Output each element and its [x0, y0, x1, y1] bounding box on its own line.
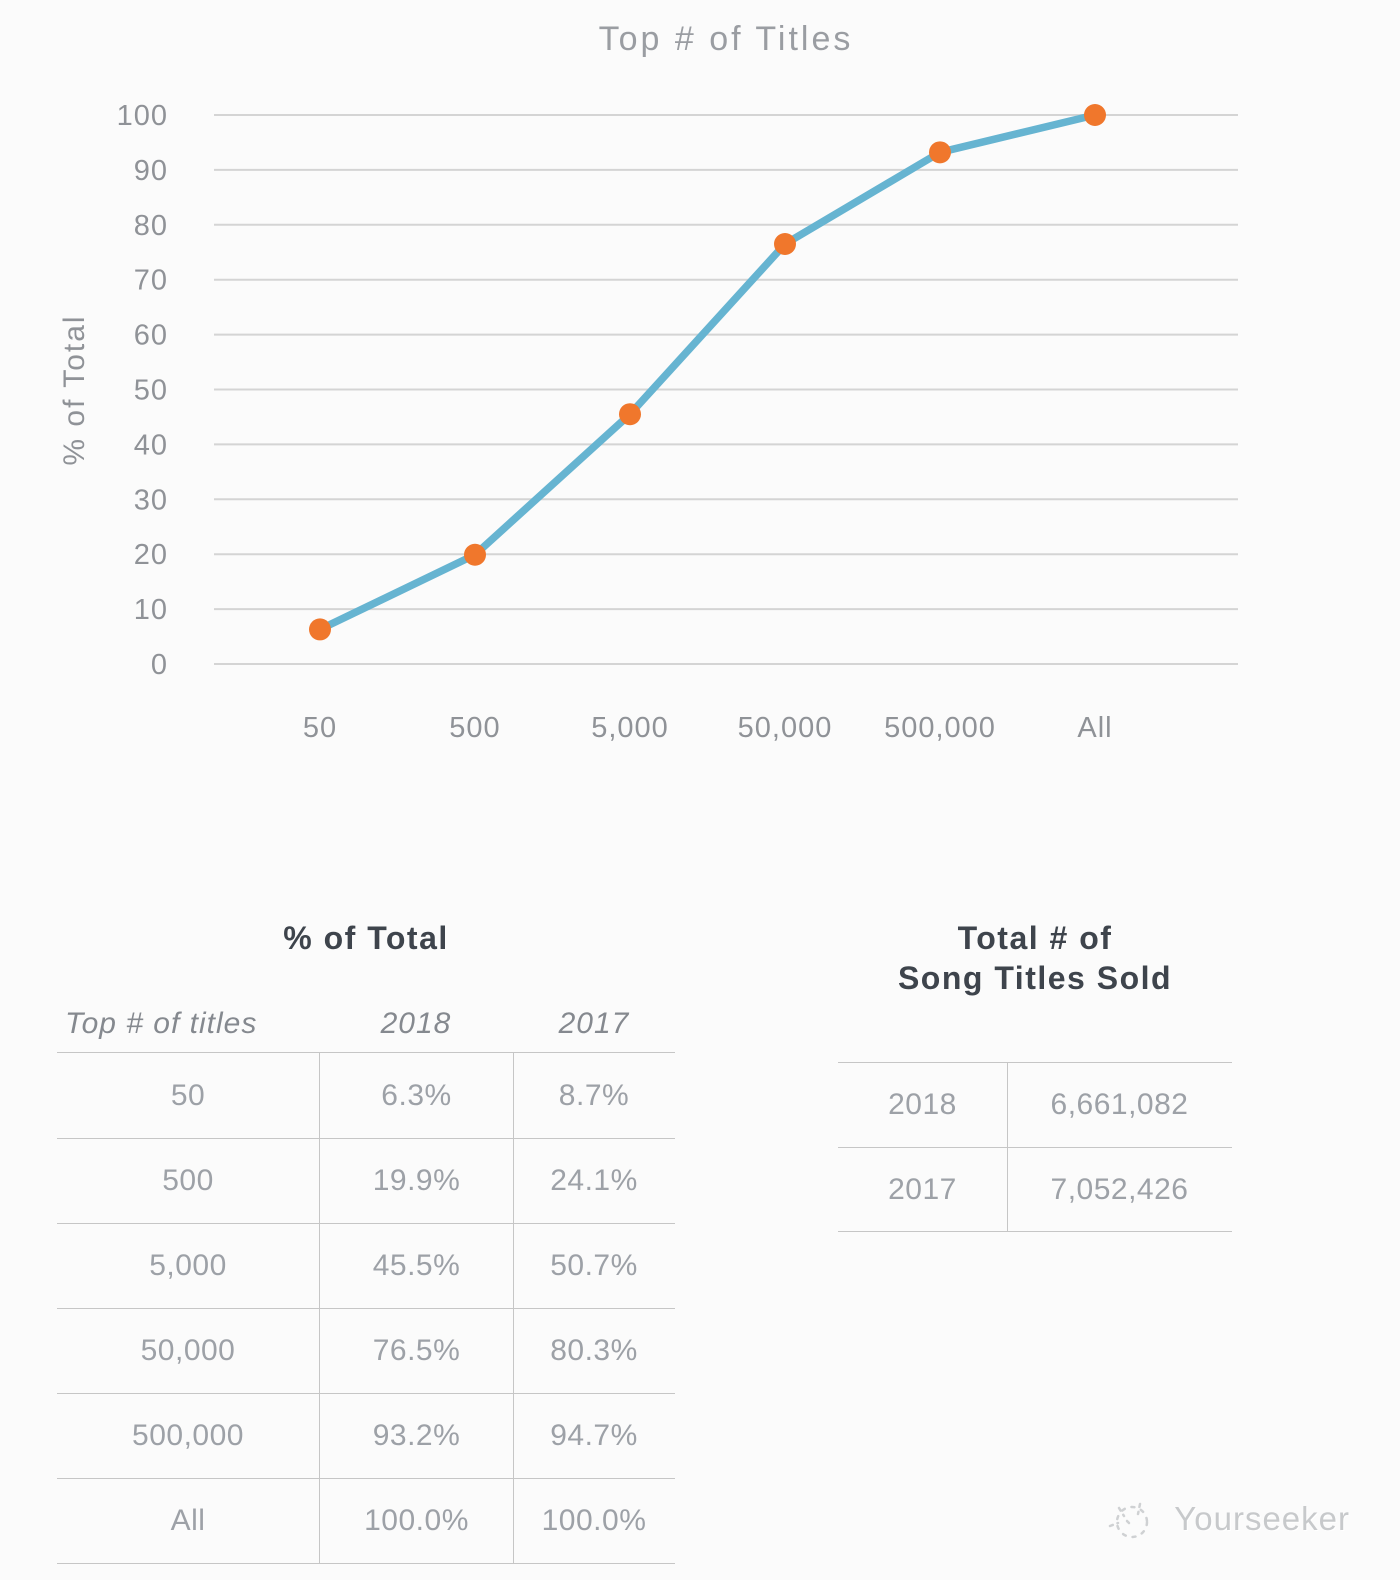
data-point [1084, 104, 1106, 126]
series-line-2018 [316, 111, 1099, 634]
percent-table-row: 5,000 45.5% 50.7% [57, 1223, 675, 1308]
percent-table-header: Top # of titles 2018 2017 [57, 996, 675, 1052]
column-header-top-titles: Top # of titles [65, 1007, 258, 1040]
table-cell: 100.0% [513, 1479, 674, 1563]
table-cell: 6,661,082 [1007, 1063, 1231, 1147]
cat-sketch-icon [1109, 1502, 1149, 1539]
table-cell: 50,000 [140, 1334, 236, 1367]
y-tick-label: 100 [117, 100, 168, 132]
percent-table-row: 500 19.9% 24.1% [57, 1138, 675, 1223]
table-cell: 5,000 [149, 1249, 227, 1282]
table-cell: 2018 [888, 1088, 957, 1121]
totals-table-row: 2018 6,661,082 [838, 1063, 1232, 1147]
column-header-2017: 2017 [558, 1007, 630, 1040]
totals-table-title: Total # of Song Titles Sold [838, 918, 1232, 998]
percent-table-title: % of Total [283, 920, 449, 956]
table-cell: 76.5% [319, 1309, 513, 1393]
table-cell: 2017 [888, 1172, 957, 1206]
chart-title: Top # of Titles [598, 20, 854, 58]
y-tick-label: 40 [134, 429, 168, 461]
data-point [464, 543, 486, 566]
totals-table: 2018 6,661,082 2017 7,052,426 [838, 1062, 1232, 1232]
data-point [774, 233, 796, 256]
percent-table-row: All 100.0% 100.0% [57, 1478, 675, 1563]
table-cell: 500,000 [132, 1419, 244, 1452]
y-tick-label: 60 [134, 320, 168, 352]
table-cell: 7,052,426 [1007, 1148, 1231, 1231]
x-tick-label: All [1077, 712, 1112, 744]
totals-table-row: 2017 7,052,426 [838, 1147, 1232, 1231]
table-cell: 6.3% [319, 1053, 513, 1138]
x-tick-label: 5,000 [591, 712, 669, 744]
totals-table-title-line1: Total # of [957, 920, 1113, 956]
x-tick-label: 500,000 [884, 712, 996, 744]
y-tick-label: 30 [134, 484, 168, 516]
data-point [929, 141, 951, 164]
percent-table: 50 6.3% 8.7% 500 19.9% 24.1% 5,000 45.5% 50.7% 50… [57, 1052, 675, 1564]
table-cell: 50.7% [513, 1224, 674, 1308]
x-tick-label: 500 [449, 712, 500, 744]
y-tick-label: 70 [134, 265, 168, 297]
y-tick-label: 90 [134, 155, 168, 187]
y-tick-label: 80 [134, 210, 168, 242]
data-point [309, 618, 331, 641]
y-tick-label: 10 [134, 594, 168, 626]
data-point [619, 403, 641, 426]
table-cell: 45.5% [319, 1224, 513, 1308]
table-cell: 500 [162, 1164, 214, 1197]
table-cell: 24.1% [513, 1139, 674, 1223]
y-tick-label: 0 [151, 649, 168, 681]
table-cell: 100.0% [319, 1479, 513, 1563]
watermark-text: Yourseeker [1174, 1500, 1350, 1537]
percent-table-row: 500,000 93.2% 94.7% [57, 1393, 675, 1478]
totals-table-title-line2: Song Titles Sold [897, 960, 1173, 996]
table-cell: 8.7% [513, 1053, 674, 1138]
line-chart-canvas: 0 10 20 30 40 50 60 70 80 90 100 50 500 5,000 50,000 50… [117, 100, 1238, 744]
y-tick-label: 50 [134, 375, 168, 407]
percent-table-row: 50 6.3% 8.7% [57, 1053, 675, 1138]
table-cell: 19.9% [319, 1139, 513, 1223]
table-cell: 94.7% [513, 1394, 674, 1478]
table-cell: 80.3% [513, 1309, 674, 1393]
x-tick-label: 50,000 [738, 712, 833, 744]
table-cell: All [170, 1504, 206, 1537]
table-cell: 93.2% [319, 1394, 513, 1478]
column-header-2018: 2018 [380, 1007, 452, 1040]
percent-table-row: 50,000 76.5% 80.3% [57, 1308, 675, 1393]
watermark: Yourseeker [1102, 1490, 1350, 1548]
y-tick-label: 20 [134, 539, 168, 571]
table-cell: 50 [170, 1078, 206, 1112]
x-tick-label: 50 [303, 712, 337, 744]
